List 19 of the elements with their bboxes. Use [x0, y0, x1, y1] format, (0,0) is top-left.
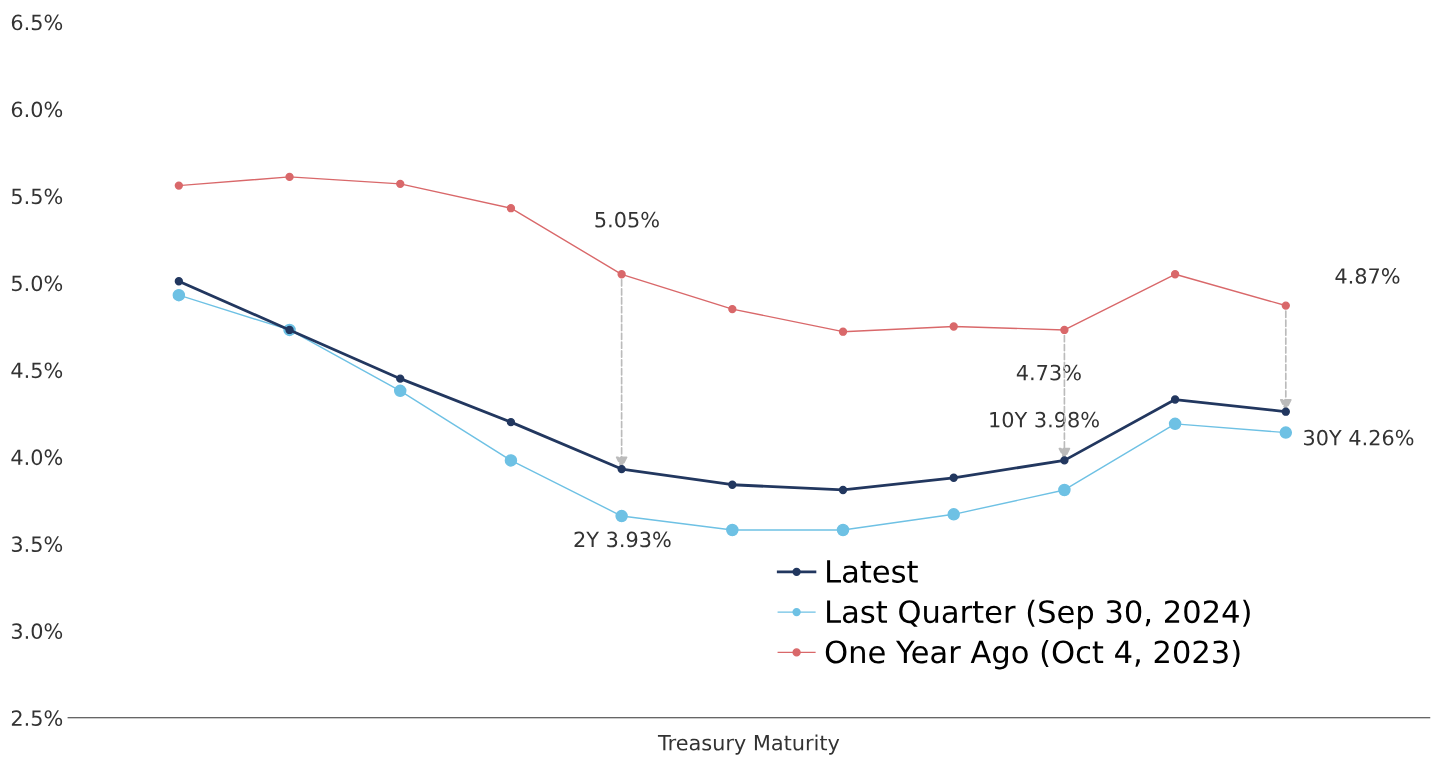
annotation: 4.73% — [1016, 364, 1081, 381]
y-tick-label: 3.0% — [11, 623, 63, 640]
y-tick-label: 6.5% — [11, 14, 63, 31]
y-tick-label: 2.5% — [11, 710, 63, 727]
annotation: 2Y 3.93% — [574, 531, 671, 548]
y-tick-label: 6.0% — [11, 101, 63, 118]
annotation: 4.87% — [1335, 268, 1400, 284]
x-axis-title: Treasury Maturity — [657, 734, 840, 755]
annotation: 30Y 4.26% — [1304, 429, 1414, 446]
annotation: 5.05% — [595, 211, 659, 228]
y-tick-label: 4.5% — [11, 362, 63, 379]
y-tick-label: 5.5% — [11, 188, 63, 205]
annotation: 10Y 3.98% — [990, 411, 1099, 428]
legend-label: Last Quarter (Sep 30, 2024) — [827, 599, 1250, 630]
y-tick-label: 4.0% — [11, 449, 63, 466]
legend-label: One Year Ago (Oct 4, 2023) — [825, 639, 1240, 670]
legend-label: Latest — [827, 560, 918, 583]
y-tick-label: 5.0% — [11, 275, 63, 292]
y-tick-label: 3.5% — [11, 536, 63, 553]
